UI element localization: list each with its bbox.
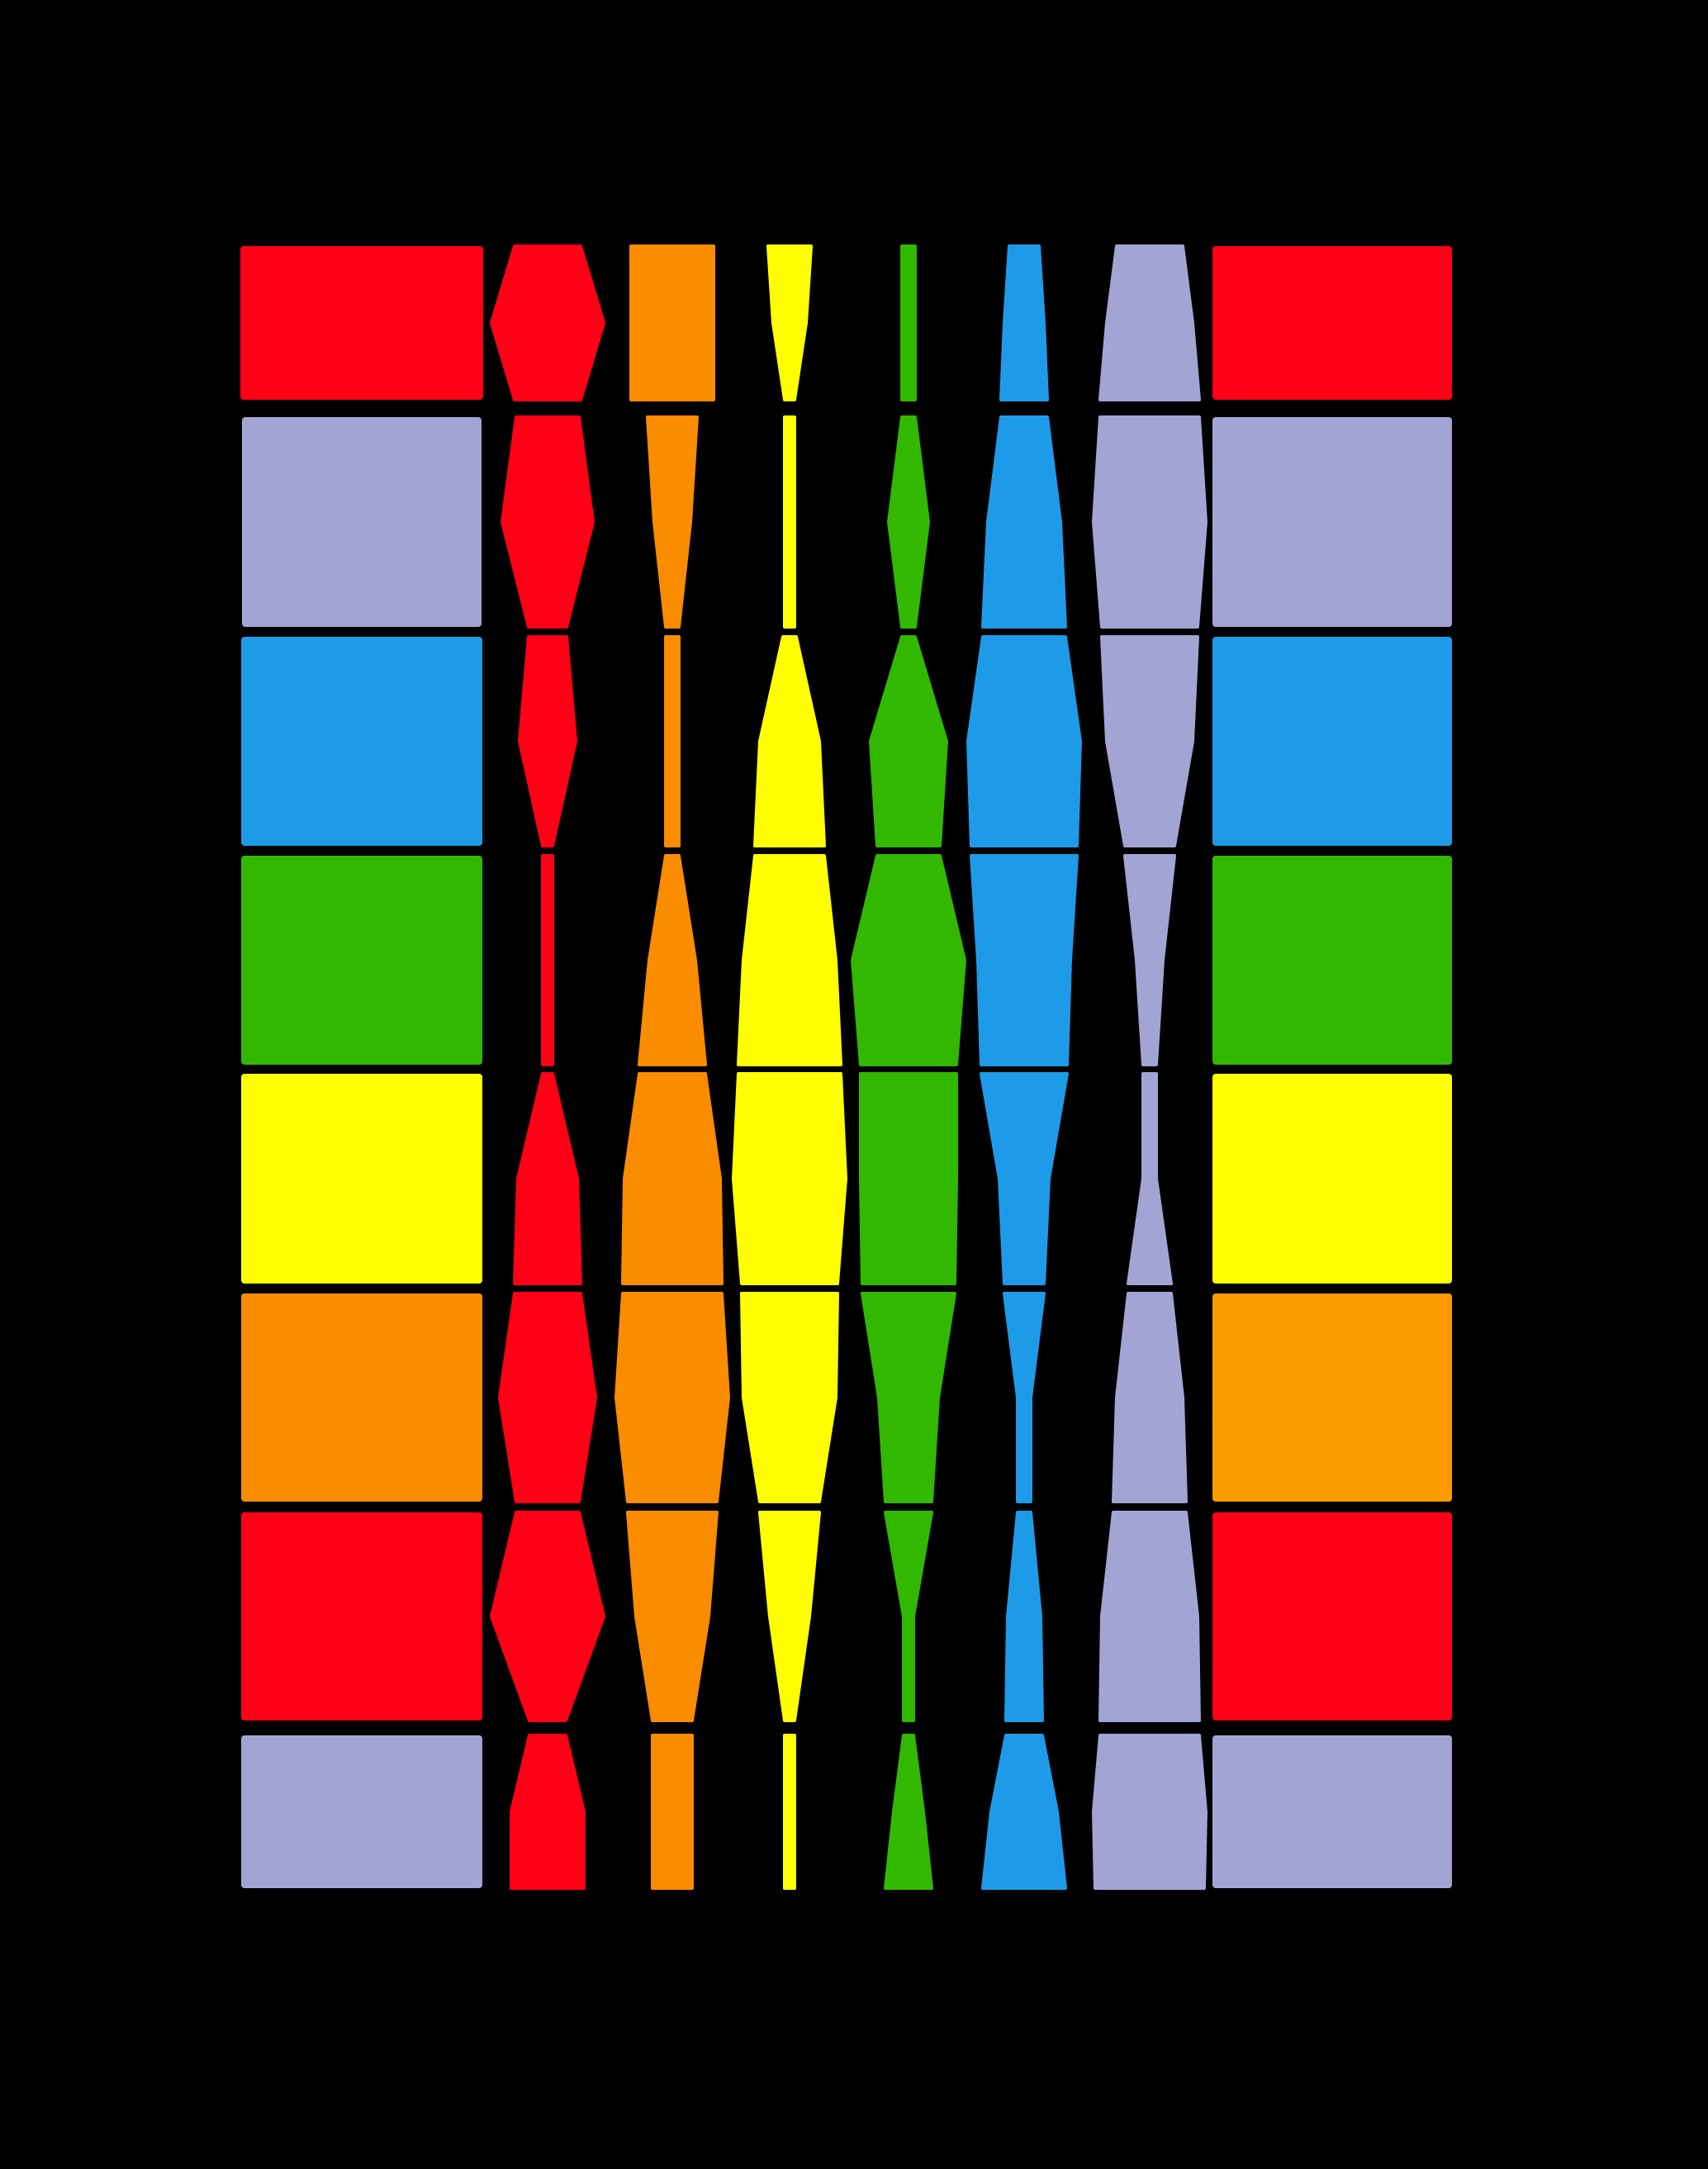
orange-column-tile-4 <box>638 854 707 1066</box>
green-column-tile-3 <box>869 635 948 847</box>
orange-column-tile-3 <box>664 635 681 847</box>
green-column-tile-1 <box>900 244 917 401</box>
green-column-tile-6 <box>861 1292 956 1503</box>
red-column-tile-2 <box>501 415 595 629</box>
green-column-tile-2 <box>887 415 930 629</box>
blue-column-tile-6 <box>1003 1292 1046 1503</box>
outer-left-tile-8 <box>241 1735 482 1888</box>
orange-column-tile-2 <box>646 415 699 629</box>
red-column-tile-3 <box>518 635 577 847</box>
orange-column-tile-1 <box>629 244 715 401</box>
blue-column-tile-2 <box>981 415 1067 629</box>
yellow-column-tile-7 <box>758 1511 821 1722</box>
outer-right-tile-3 <box>1212 637 1452 846</box>
red-column-tile-6 <box>498 1292 597 1503</box>
lavender-column-tile-5 <box>1127 1072 1173 1285</box>
yellow-column-tile-6 <box>740 1292 839 1503</box>
lavender-column-tile-7 <box>1098 1511 1201 1722</box>
outer-left-tile-1 <box>240 246 483 400</box>
outer-right-tile-4 <box>1212 856 1452 1065</box>
outer-left-tile-4 <box>241 856 482 1065</box>
orange-column-tile-5 <box>621 1072 724 1285</box>
outer-right-tile-2 <box>1212 417 1452 627</box>
outer-left-tile-2 <box>242 417 482 627</box>
lavender-column-tile-1 <box>1098 244 1201 401</box>
blue-column-tile-8 <box>981 1734 1067 1890</box>
outer-left-tile-6 <box>241 1293 482 1502</box>
orange-column-tile-8 <box>651 1734 694 1890</box>
red-column-tile-4 <box>541 854 554 1066</box>
tile-group <box>240 244 1452 1890</box>
yellow-column-tile-3 <box>753 635 826 847</box>
outer-right-tile-5 <box>1212 1074 1452 1284</box>
yellow-column-tile-4 <box>737 854 842 1066</box>
yellow-column-tile-2 <box>783 415 796 629</box>
outer-left-tile-5 <box>241 1074 482 1284</box>
lavender-column-tile-6 <box>1112 1292 1188 1503</box>
lavender-column-tile-8 <box>1092 1734 1207 1890</box>
orange-column-tile-6 <box>614 1292 730 1503</box>
blue-column-tile-5 <box>980 1072 1069 1285</box>
outer-right-tile-1 <box>1212 246 1452 400</box>
orange-column-tile-7 <box>626 1511 719 1722</box>
red-column-tile-7 <box>490 1511 605 1722</box>
lavender-column-tile-2 <box>1092 415 1207 629</box>
green-column-tile-5 <box>859 1072 958 1285</box>
lavender-column-tile-4 <box>1123 854 1176 1066</box>
yellow-column-tile-1 <box>766 244 813 401</box>
red-column-tile-8 <box>510 1734 586 1890</box>
outer-right-tile-7 <box>1212 1512 1452 1720</box>
green-column-tile-7 <box>884 1511 933 1722</box>
green-column-tile-4 <box>851 854 966 1066</box>
lavender-column-tile-3 <box>1100 635 1199 847</box>
blue-column-tile-3 <box>966 635 1082 847</box>
blue-column-tile-1 <box>999 244 1049 401</box>
blue-column-tile-7 <box>1004 1511 1044 1722</box>
outer-right-tile-6 <box>1212 1293 1452 1502</box>
blue-column-tile-4 <box>970 854 1079 1066</box>
yellow-column-tile-8 <box>783 1734 796 1890</box>
red-column-tile-5 <box>513 1072 582 1285</box>
outer-left-tile-7 <box>241 1512 482 1720</box>
red-column-tile-1 <box>490 244 605 401</box>
green-column-tile-8 <box>884 1734 933 1890</box>
outer-left-tile-3 <box>241 637 482 846</box>
yellow-column-tile-5 <box>732 1072 847 1285</box>
outer-right-tile-8 <box>1212 1735 1452 1888</box>
